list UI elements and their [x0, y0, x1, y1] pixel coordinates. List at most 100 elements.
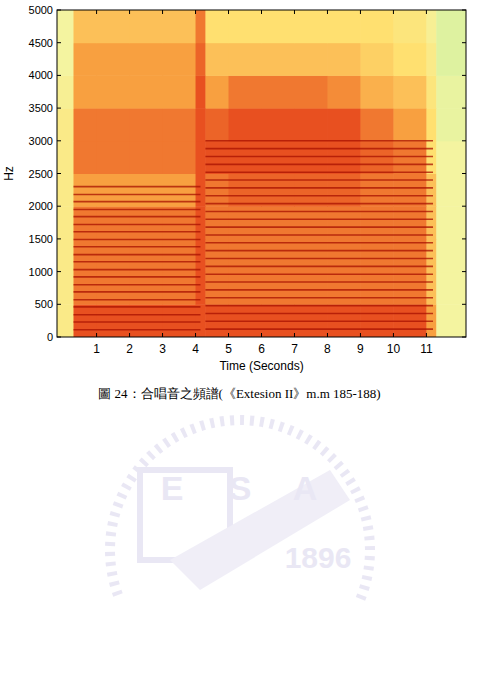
- harmonic: [205, 250, 433, 252]
- harmonic: [205, 226, 433, 228]
- harmonic: [73, 314, 200, 316]
- y-tick: [57, 304, 61, 305]
- y-tick: [57, 271, 61, 272]
- heat-cell: [327, 10, 360, 43]
- plot-area: [57, 10, 466, 337]
- x-tick: [360, 333, 361, 337]
- y-tick: [57, 140, 61, 141]
- harmonic: [73, 216, 200, 218]
- y-tick-label: 0: [47, 331, 53, 343]
- harmonic: [73, 306, 200, 308]
- y-tick: [57, 206, 61, 207]
- heat-cell: [205, 43, 229, 76]
- heat-cell: [436, 239, 466, 272]
- harmonic: [205, 305, 433, 307]
- x-tick: [261, 10, 262, 14]
- heat-cell: [393, 10, 426, 43]
- y-tick-label: 500: [35, 298, 53, 310]
- heat-cell: [426, 272, 436, 305]
- heat-cell: [436, 206, 466, 239]
- y-tick-label: 3000: [29, 135, 53, 147]
- watermark-letter: E: [161, 469, 184, 507]
- heat-cell: [57, 272, 74, 305]
- heat-cell: [196, 10, 206, 43]
- y-tick: [57, 10, 61, 11]
- heat-cell: [436, 43, 466, 76]
- x-tick-label: 1: [93, 342, 100, 356]
- heat-cell: [205, 75, 229, 108]
- harmonic: [73, 276, 200, 278]
- y-tick: [462, 206, 466, 207]
- heat-cell: [57, 304, 74, 337]
- harmonic: [205, 234, 433, 236]
- heat-cell: [436, 304, 466, 337]
- x-axis-title: Time (Seconds): [219, 359, 303, 373]
- x-tick: [393, 333, 394, 337]
- harmonic: [73, 246, 200, 248]
- heat-cell: [229, 141, 262, 174]
- y-axis-title: Hz: [2, 166, 16, 181]
- harmonic: [205, 171, 433, 173]
- heat-cell: [294, 272, 327, 305]
- page: 1234567891011050010001500200025003000350…: [0, 0, 479, 687]
- heat-cell: [360, 141, 393, 174]
- heat-cell: [426, 108, 436, 141]
- heat-cell: [229, 108, 262, 141]
- heat-cell: [73, 43, 97, 76]
- heat-cell: [262, 272, 295, 305]
- harmonic: [205, 211, 433, 213]
- x-tick: [228, 333, 229, 337]
- harmonic: [73, 269, 200, 271]
- harmonic: [205, 281, 433, 283]
- y-tick: [462, 10, 466, 11]
- heat-cell: [262, 174, 295, 207]
- heat-cell: [393, 272, 426, 305]
- harmonic: [73, 261, 200, 263]
- y-tick: [462, 173, 466, 174]
- y-tick: [57, 75, 61, 76]
- x-tick: [327, 333, 328, 337]
- background: [0, 0, 479, 687]
- x-tick: [96, 10, 97, 14]
- heat-cell: [294, 141, 327, 174]
- heat-cell: [262, 141, 295, 174]
- y-tick: [462, 75, 466, 76]
- harmonic: [205, 289, 433, 291]
- y-tick-label: 1500: [29, 233, 53, 245]
- heat-cell: [294, 75, 327, 108]
- harmonic: [73, 209, 200, 211]
- heat-cell: [393, 75, 426, 108]
- heat-cell: [229, 43, 262, 76]
- x-tick-label: 7: [291, 342, 298, 356]
- heat-cell: [130, 108, 163, 141]
- heat-cell: [327, 75, 360, 108]
- heat-cell: [130, 304, 163, 337]
- harmonic: [205, 266, 433, 268]
- x-tick: [294, 333, 295, 337]
- heat-cell: [196, 108, 206, 141]
- heat-cell: [97, 141, 130, 174]
- harmonic: [205, 242, 433, 244]
- y-tick: [57, 173, 61, 174]
- y-tick: [462, 238, 466, 239]
- heat-cell: [327, 43, 360, 76]
- harmonic: [205, 156, 433, 158]
- x-tick: [96, 333, 97, 337]
- heat-cell: [262, 43, 295, 76]
- x-tick: [162, 333, 163, 337]
- heat-cell: [57, 239, 74, 272]
- x-tick: [426, 10, 427, 14]
- harmonic: [205, 328, 433, 330]
- heat-cell: [57, 75, 74, 108]
- heat-cell: [327, 108, 360, 141]
- heat-cell: [436, 174, 466, 207]
- x-tick-label: 4: [192, 342, 199, 356]
- heat-cell: [130, 206, 163, 239]
- heat-cell: [97, 10, 130, 43]
- x-tick-label: 6: [258, 342, 265, 356]
- harmonic: [73, 201, 200, 203]
- harmonic: [205, 258, 433, 260]
- harmonic: [73, 194, 200, 196]
- caption: 圖 24：合唱音之頻譜(《Extesion II》m.m 185-188): [98, 386, 380, 401]
- harmonic: [205, 148, 433, 150]
